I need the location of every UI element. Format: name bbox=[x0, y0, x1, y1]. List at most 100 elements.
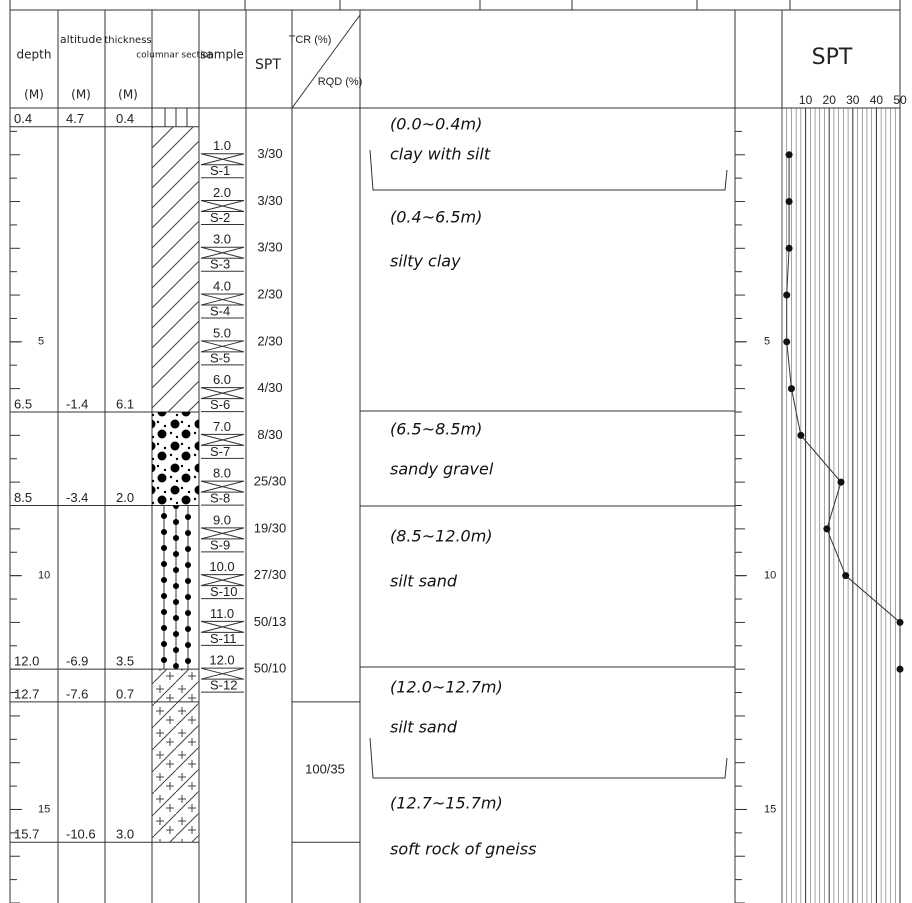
spt-value: 50/10 bbox=[254, 661, 287, 676]
layer-description: silt sand bbox=[390, 718, 458, 737]
sample-box bbox=[200, 246, 245, 259]
layer-thickness: 2.0 bbox=[116, 490, 134, 505]
spt-point bbox=[797, 431, 805, 439]
spt-value: 19/30 bbox=[254, 520, 287, 535]
spt-point bbox=[783, 291, 791, 299]
sample-box bbox=[200, 387, 245, 400]
sample-id: S-10 bbox=[210, 584, 237, 599]
sample-depth: 6.0 bbox=[213, 372, 231, 387]
header-thickness: thickness bbox=[104, 35, 151, 46]
layer-depth: 0.4 bbox=[14, 111, 32, 126]
spt-point bbox=[823, 525, 831, 533]
sample-depth: 7.0 bbox=[213, 419, 231, 434]
sample-id: S-8 bbox=[210, 491, 230, 506]
layer-thickness: 0.4 bbox=[116, 111, 134, 126]
sample-box bbox=[200, 340, 245, 353]
spt-value: 4/30 bbox=[257, 380, 282, 395]
sample-box bbox=[200, 667, 245, 680]
header-unit: (M) bbox=[118, 88, 138, 102]
sample-id: S-11 bbox=[210, 631, 237, 646]
layer-altitude: -1.4 bbox=[66, 396, 88, 411]
sample-box bbox=[200, 153, 245, 166]
sample-depth: 3.0 bbox=[213, 232, 231, 247]
spt-point bbox=[785, 198, 793, 206]
spt-tick-label: 30 bbox=[846, 93, 860, 107]
spt-tick-label: 20 bbox=[823, 93, 837, 107]
spt-value: 3/30 bbox=[257, 240, 282, 255]
layer-depth: 12.0 bbox=[14, 654, 39, 669]
layer-altitude: -3.4 bbox=[66, 490, 88, 505]
spt-point bbox=[787, 385, 795, 393]
sample-id: S-3 bbox=[210, 257, 230, 272]
sample-box bbox=[200, 480, 245, 493]
spt-point bbox=[783, 338, 791, 346]
sample-depth: 11.0 bbox=[210, 606, 234, 621]
sample-box bbox=[200, 433, 245, 446]
spt-point bbox=[896, 618, 904, 626]
sample-id: S-12 bbox=[210, 678, 237, 693]
spt-line bbox=[786, 154, 901, 670]
sample-depth: 8.0 bbox=[213, 466, 231, 481]
spt-tick-label: 40 bbox=[870, 93, 884, 107]
layer-depth: 8.5 bbox=[14, 490, 32, 505]
header-depth: depth bbox=[17, 48, 52, 62]
spt-value: 8/30 bbox=[257, 427, 282, 442]
sample-id: S-4 bbox=[210, 303, 230, 318]
spt-value: 2/30 bbox=[257, 286, 282, 301]
depth-tick-label: 10 bbox=[38, 570, 50, 582]
description-boundary bbox=[369, 149, 728, 191]
sample-depth: 2.0 bbox=[213, 185, 231, 200]
layer-altitude: -6.9 bbox=[66, 654, 88, 669]
layer-description: (12.7~15.7m) bbox=[390, 794, 503, 813]
columnar-pattern bbox=[152, 701, 199, 843]
spt-point bbox=[842, 572, 850, 580]
frame bbox=[9, 0, 901, 903]
spt-tick-label: 10 bbox=[799, 93, 813, 107]
layer-description: silt sand bbox=[390, 572, 458, 591]
spt-point bbox=[785, 244, 793, 252]
layer-thickness: 6.1 bbox=[116, 396, 134, 411]
layer-description: (12.0~12.7m) bbox=[390, 678, 503, 697]
columnar-pattern bbox=[152, 411, 199, 506]
spt-point bbox=[837, 478, 845, 486]
spt-value: 25/30 bbox=[254, 474, 287, 489]
depth-tick-label: 15 bbox=[764, 803, 776, 815]
sample-id: S-1 bbox=[210, 163, 230, 178]
columnar-pattern bbox=[152, 505, 199, 670]
spt-value: 3/30 bbox=[257, 193, 282, 208]
header-columnar: columnar section bbox=[136, 51, 214, 61]
sample-id: S-7 bbox=[210, 444, 230, 459]
sample-box bbox=[200, 620, 245, 633]
sample-depth: 10.0 bbox=[209, 559, 234, 574]
sample-box bbox=[200, 527, 245, 540]
layer-thickness: 0.7 bbox=[116, 686, 134, 701]
sample-box bbox=[200, 200, 245, 213]
spt-value: 27/30 bbox=[254, 567, 287, 582]
layer-description: sandy gravel bbox=[390, 460, 494, 479]
layer-description: (6.5~8.5m) bbox=[390, 420, 482, 439]
depth-tick-label: 5 bbox=[764, 336, 770, 348]
layer-description: (0.4~6.5m) bbox=[390, 208, 482, 227]
sample-id: S-2 bbox=[210, 210, 230, 225]
depth-tick-label: 5 bbox=[38, 336, 44, 348]
spt-value: 2/30 bbox=[257, 333, 282, 348]
depth-tick-label: 15 bbox=[38, 803, 50, 815]
spt-point bbox=[896, 665, 904, 673]
spt-value: 50/13 bbox=[254, 614, 287, 629]
sample-id: S-5 bbox=[210, 350, 230, 365]
layer-description: (0.0~0.4m) bbox=[390, 115, 482, 134]
columnar-pattern bbox=[152, 126, 199, 412]
layer-altitude: -7.6 bbox=[66, 686, 88, 701]
layer-description: clay with silt bbox=[390, 145, 491, 164]
layer-thickness: 3.5 bbox=[116, 654, 134, 669]
tcr-rqd-value: 100/35 bbox=[305, 761, 345, 776]
layer-depth: 15.7 bbox=[14, 827, 39, 842]
layer-description: soft rock of gneiss bbox=[390, 840, 536, 859]
layer-depth: 6.5 bbox=[14, 396, 32, 411]
spt-chart-title: SPT bbox=[812, 45, 853, 70]
spt-tick-label: 50 bbox=[893, 93, 907, 107]
layer-altitude: -10.6 bbox=[66, 827, 96, 842]
spt-value: 3/30 bbox=[257, 146, 282, 161]
